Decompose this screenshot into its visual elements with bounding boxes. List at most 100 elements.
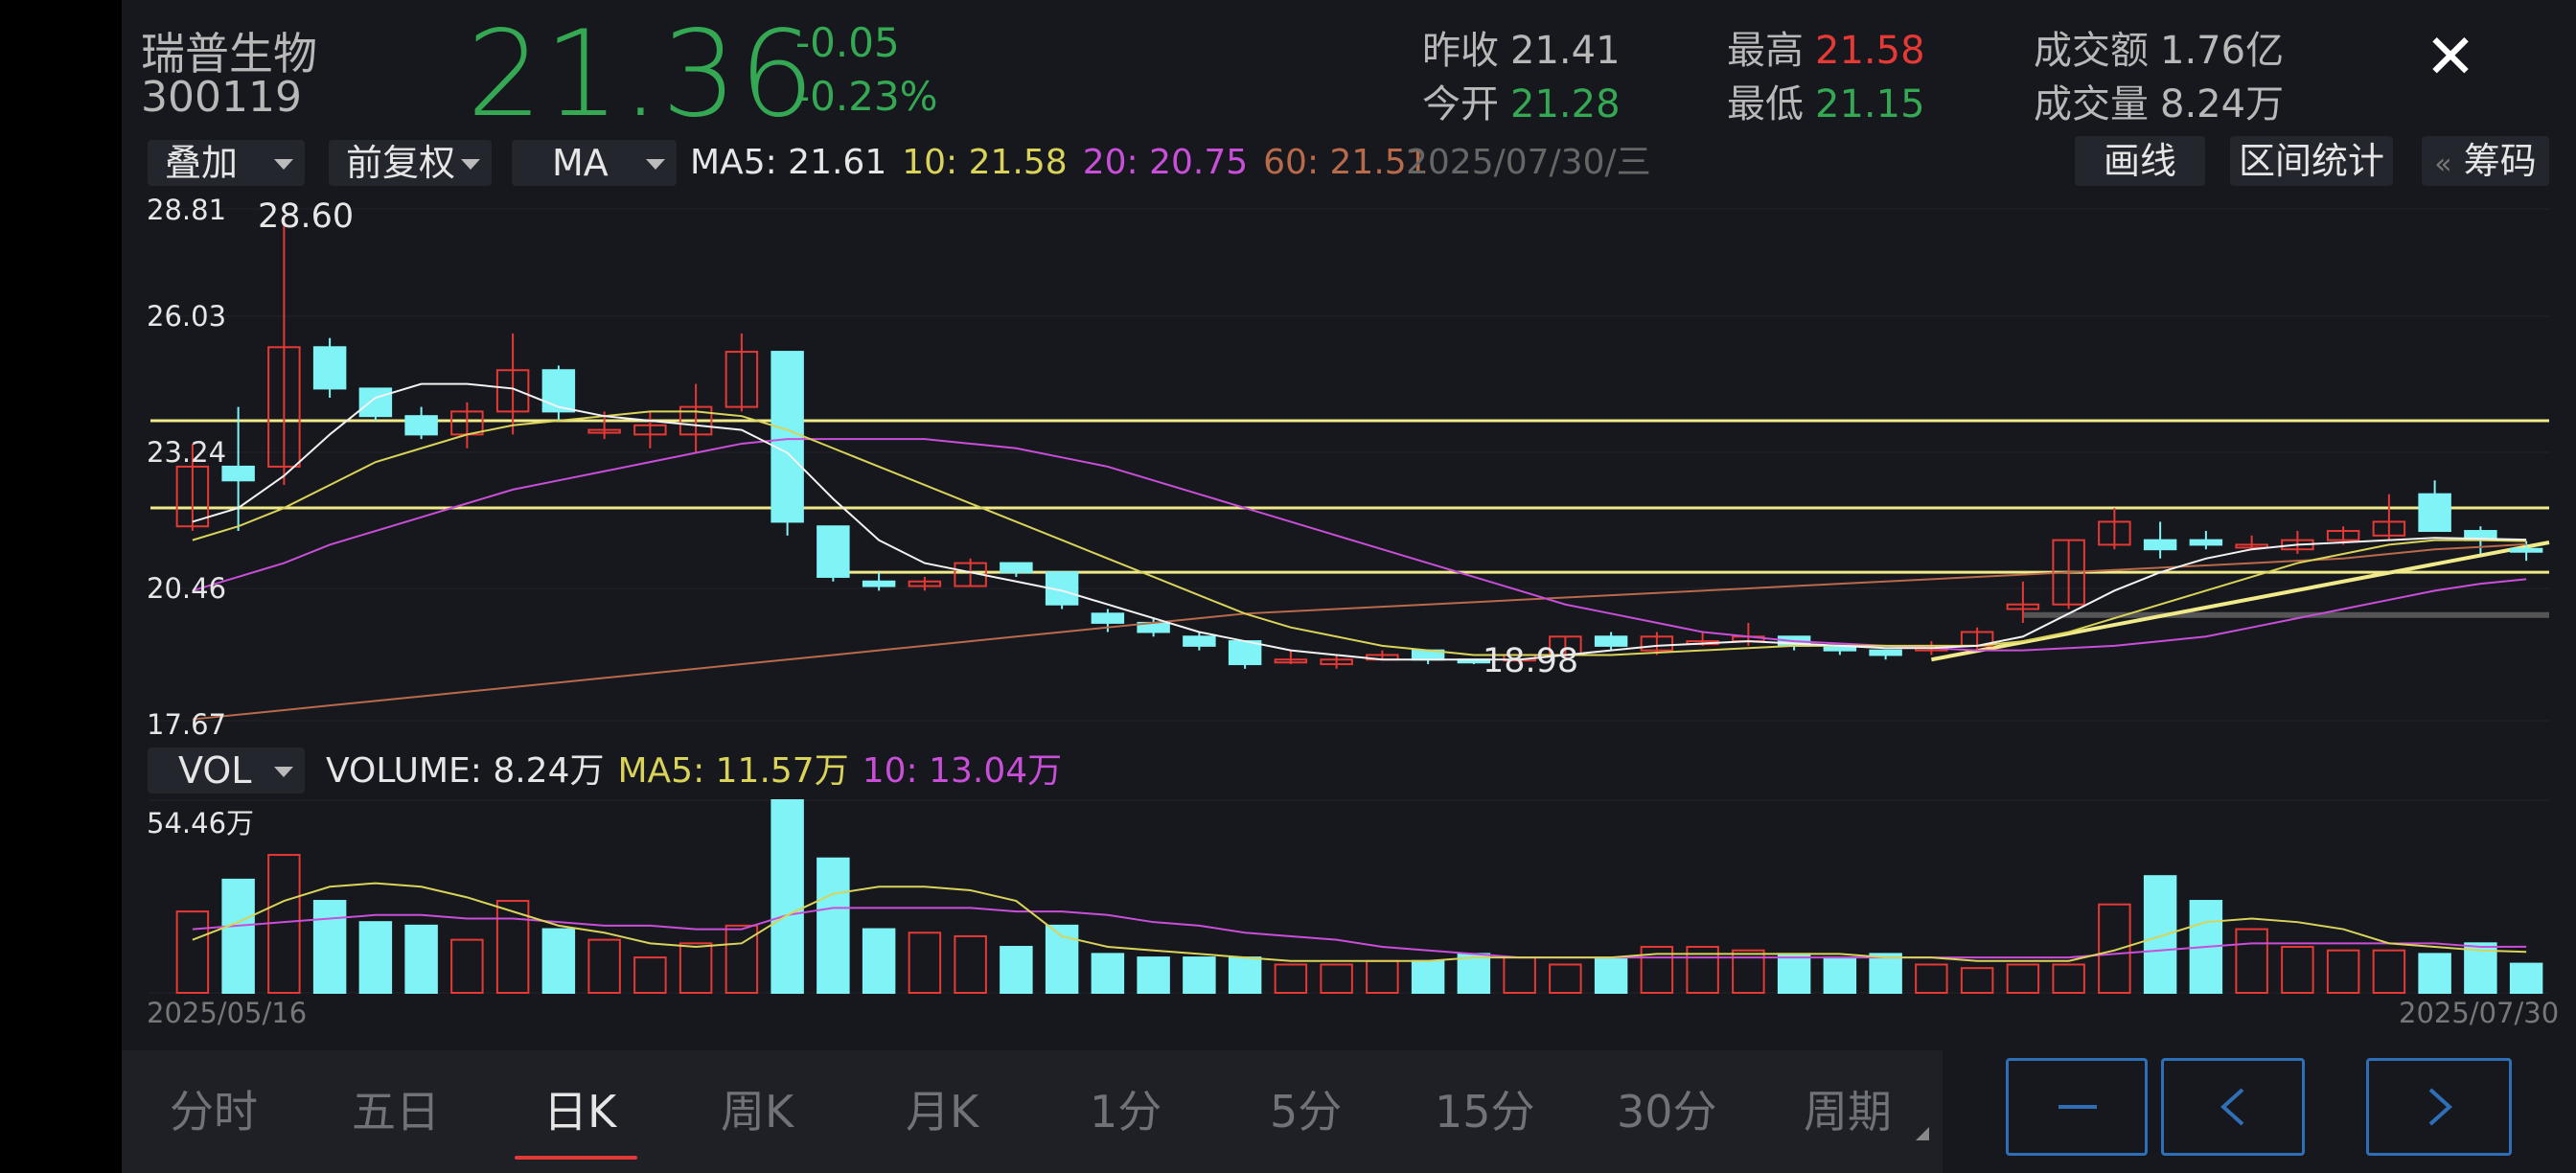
candle-body [678, 405, 713, 436]
candle-body [1091, 612, 1125, 624]
candle-body [2098, 520, 2131, 546]
expand-corner-icon[interactable] [1916, 1127, 1929, 1140]
overlay-dropdown[interactable]: 叠加 [148, 140, 305, 186]
period-tab-3[interactable]: 周K [721, 1086, 794, 1138]
active-period-underline [515, 1156, 637, 1160]
open-stat: 今开 21.28 [1422, 73, 1621, 128]
start-date: 2025/05/16 [147, 997, 308, 1029]
price-tick-4: 20.46 [147, 572, 227, 605]
volume-indicator-dropdown[interactable]: VOL [148, 748, 305, 794]
volume-bar [312, 900, 347, 995]
zoom-out-button[interactable] [2006, 1058, 2148, 1156]
period-tab-0[interactable]: 分时 [170, 1086, 258, 1138]
chevron-left-icon [2220, 1088, 2244, 1126]
volume-bar [1411, 959, 1445, 994]
prev-close-value: 21.41 [1510, 29, 1621, 73]
volume-bar [2326, 949, 2360, 995]
chips-button[interactable]: « 筹码 [2422, 136, 2549, 186]
candle-body [862, 580, 896, 587]
volume-bar [2509, 962, 2543, 994]
high-label: 最高 [1727, 29, 1804, 73]
volume-bar [450, 938, 484, 994]
period-tab-9[interactable]: 周期 [1804, 1086, 1892, 1138]
volume-bar [1549, 963, 1582, 995]
volume-bar [175, 910, 210, 994]
volume-bar [1320, 963, 1353, 995]
candle-body [908, 580, 942, 587]
next-button[interactable] [2366, 1058, 2512, 1156]
period-tab-5[interactable]: 1分 [1090, 1086, 1162, 1138]
price-tick-1: 28.81 [147, 194, 227, 226]
ma20-line [192, 438, 2527, 652]
volume-bar [1091, 953, 1125, 994]
indicator-label: MA [552, 142, 609, 184]
period-tab-1[interactable]: 五日 [352, 1086, 440, 1138]
adjust-dropdown[interactable]: 前复权 [329, 140, 492, 186]
range-stats-button[interactable]: 区间统计 [2230, 136, 2393, 186]
period-tab-7[interactable]: 15分 [1435, 1086, 1535, 1138]
ma20-value: 20: 20.75 [1082, 143, 1249, 182]
prev-close-stat: 昨收 21.41 [1422, 19, 1621, 75]
volume-bar [2098, 903, 2131, 995]
volume-bar [2143, 875, 2177, 994]
prev-button[interactable] [2161, 1058, 2305, 1156]
volume-ma10: 10: 13.04万 [862, 751, 1063, 791]
volume-bar [770, 799, 804, 994]
volume-bar [633, 956, 667, 994]
chevron-right-icon [2428, 1088, 2452, 1126]
volume-bar [2281, 946, 2314, 995]
volume-bar [678, 942, 713, 994]
indicator-dropdown[interactable]: MA [512, 140, 677, 186]
prev-close-label: 昨收 [1422, 29, 1499, 73]
volume-bar [1503, 956, 1536, 994]
volume-bar [1457, 953, 1491, 994]
adjust-label: 前复权 [346, 142, 456, 184]
volume-bar [1640, 946, 1674, 995]
price-change: -0.05 [795, 19, 900, 66]
candle-body [2418, 493, 2451, 533]
volume-bar [1915, 963, 1948, 995]
open-value: 21.28 [1510, 82, 1621, 126]
candle-body [175, 465, 210, 528]
volume-bar [1960, 967, 1994, 995]
candle-body [1869, 649, 1902, 656]
volume-bar [862, 928, 896, 994]
period-tab-2[interactable]: 日K [543, 1086, 617, 1138]
app-root: 瑞普生物 300119 21.36 -0.05 -0.23% 昨收 21.41 今… [122, 0, 2576, 1173]
volume-bar [1228, 956, 1262, 994]
ma-legend: MA5: 21.61 10: 21.58 20: 20.75 60: 21.51 [690, 140, 1444, 186]
period-tab-8[interactable]: 30分 [1617, 1086, 1717, 1138]
candle-body [816, 525, 850, 578]
chevron-down-icon [274, 767, 293, 777]
chevron-down-icon [274, 159, 293, 170]
price-change-pct: -0.23% [795, 73, 938, 120]
candle-body [2189, 539, 2223, 546]
chevron-down-icon [646, 159, 665, 170]
period-tab-6[interactable]: 5分 [1270, 1086, 1343, 1138]
ma5-value: MA5: 21.61 [690, 143, 887, 182]
candle-body [221, 465, 255, 482]
kline-chart[interactable] [122, 0, 2576, 1054]
volume-bar [1823, 956, 1857, 994]
draw-line-button[interactable]: 画线 [2075, 136, 2205, 186]
chevron-down-icon [461, 159, 480, 170]
volume-max-label: 54.46万 [147, 807, 255, 840]
candle-body [541, 369, 576, 413]
volume-bar [954, 934, 987, 995]
volume-bar [1594, 956, 1628, 994]
candle-body [2143, 539, 2177, 551]
close-icon[interactable]: ✕ [2425, 22, 2476, 93]
price-tick-2: 26.03 [147, 300, 227, 333]
high-value: 21.58 [1815, 29, 1925, 73]
volume-indicator-label: VOL [178, 749, 252, 792]
period-tab-4[interactable]: 月K [906, 1086, 979, 1138]
overlay-label: 叠加 [165, 142, 239, 184]
candle-body [633, 424, 667, 436]
candle-body [2326, 530, 2360, 541]
amount-label: 成交额 [2034, 29, 2149, 73]
chips-label: 筹码 [2463, 140, 2537, 182]
volume-legend: VOLUME: 8.24万 MA5: 11.57万 10: 13.04万 [326, 749, 1075, 794]
amount-value: 1.76亿 [2160, 29, 2285, 73]
candle-body [1320, 658, 1353, 666]
volume-bar [908, 932, 942, 995]
